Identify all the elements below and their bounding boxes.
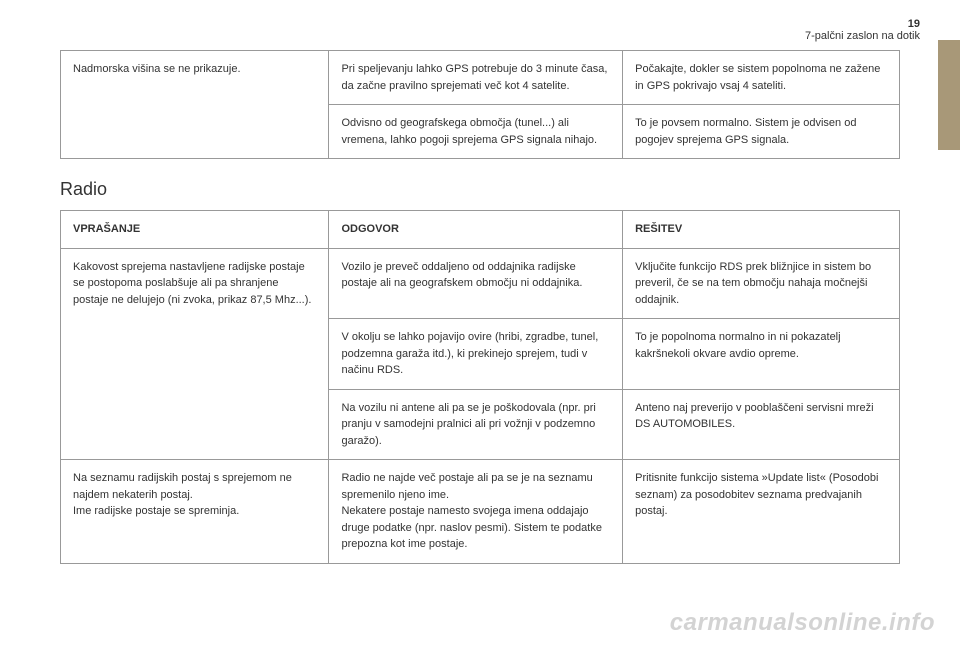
- watermark: carmanualsonline.info: [670, 609, 935, 637]
- table-cell: Nadmorska višina se ne prikazuje.: [61, 51, 329, 159]
- table-cell: Počakajte, dokler se sistem popolnoma ne…: [623, 51, 900, 105]
- table-cell: Radio ne najde več postaje ali pa se je …: [329, 460, 623, 564]
- page-header: 19 7-palčni zaslon na dotik: [0, 0, 960, 50]
- table-cell: To je popolnoma normalno in ni pokazatel…: [623, 319, 900, 390]
- table-cell: To je povsem normalno. Sistem je odvisen…: [623, 105, 900, 159]
- table-cell: Odvisno od geografskega območja (tunel..…: [329, 105, 623, 159]
- table-cell: V okolju se lahko pojavijo ovire (hribi,…: [329, 319, 623, 390]
- table-cell: Kakovost sprejema nastavljene radijske p…: [61, 248, 329, 460]
- table-cell: Pri speljevanju lahko GPS potrebuje do 3…: [329, 51, 623, 105]
- table-cell: Anteno naj preverijo v pooblaščeni servi…: [623, 389, 900, 460]
- table-cell: Vključite funkcijo RDS prek bližnjice in…: [623, 248, 900, 319]
- table-cell: Na seznamu radijskih postaj s sprejemom …: [61, 460, 329, 564]
- table-nav: Nadmorska višina se ne prikazuje. Pri sp…: [60, 50, 900, 159]
- side-tab: [938, 40, 960, 150]
- table-header: VPRAŠANJE: [61, 211, 329, 249]
- table-cell: Pritisnite funkcijo sistema »Update list…: [623, 460, 900, 564]
- table-radio: VPRAŠANJE ODGOVOR REŠITEV Kakovost sprej…: [60, 210, 900, 564]
- page-number: 19: [0, 18, 920, 30]
- table-cell: Vozilo je preveč oddaljeno od oddajnika …: [329, 248, 623, 319]
- page-subtitle: 7-palčni zaslon na dotik: [0, 30, 920, 42]
- table-header: ODGOVOR: [329, 211, 623, 249]
- table-cell: Na vozilu ni antene ali pa se je poškodo…: [329, 389, 623, 460]
- content-area: Nadmorska višina se ne prikazuje. Pri sp…: [0, 50, 960, 564]
- section-title-radio: Radio: [60, 179, 900, 200]
- table-header: REŠITEV: [623, 211, 900, 249]
